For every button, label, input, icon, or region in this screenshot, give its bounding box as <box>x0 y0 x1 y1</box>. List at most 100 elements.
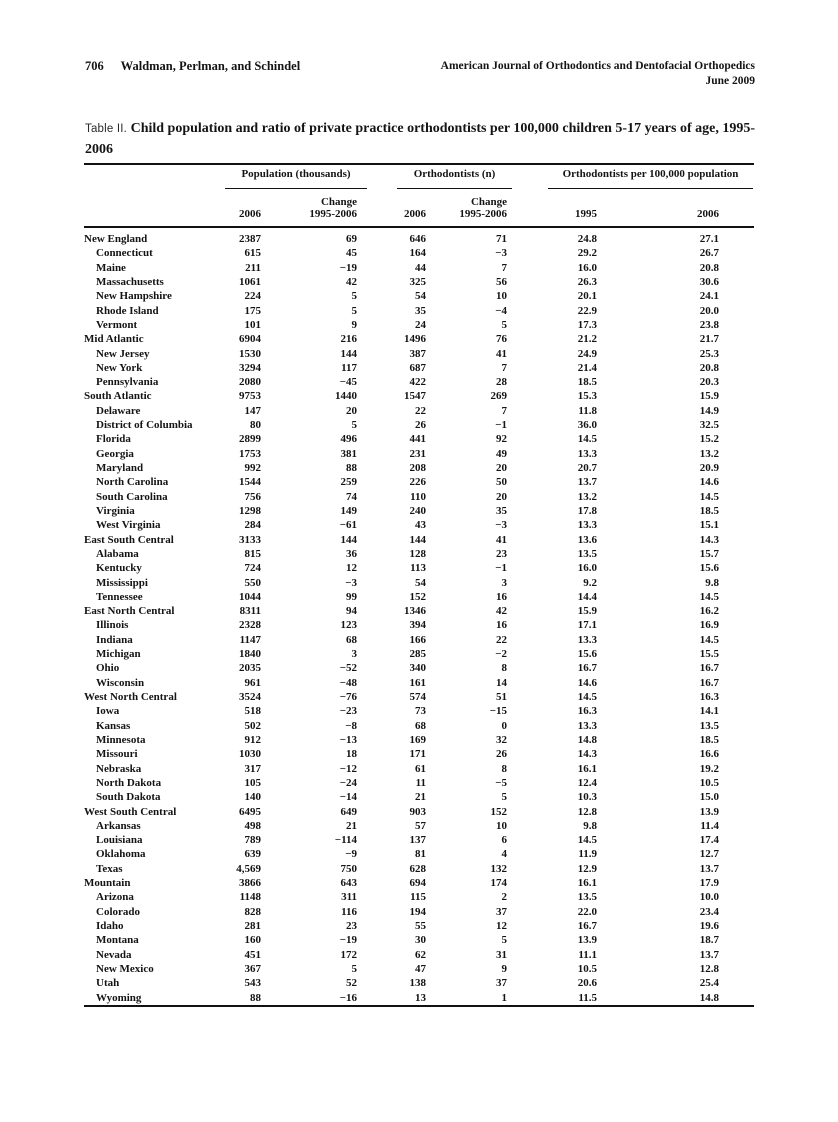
cell: 14.5 <box>699 633 719 646</box>
cell: 13.7 <box>577 476 597 489</box>
row-label: Mid Atlantic <box>84 333 144 346</box>
cell: 15.2 <box>699 433 719 446</box>
cell: 15.1 <box>699 519 719 532</box>
cell: 15.0 <box>699 791 719 804</box>
table-row: Minnesota 912 −13 169 32 14.8 18.5 <box>84 733 754 747</box>
cell: 172 <box>340 948 358 961</box>
cell: 16.3 <box>699 691 719 703</box>
row-label: Kentucky <box>96 562 142 575</box>
cell: 211 <box>245 261 261 274</box>
cell: 2387 <box>239 233 261 245</box>
cell: 6904 <box>239 333 261 346</box>
cell: 5 <box>501 791 508 804</box>
cell: 88 <box>250 991 261 1004</box>
cell: 502 <box>244 719 262 732</box>
subheader-ortho-change: Change 1995-2006 <box>459 196 507 220</box>
row-label: Montana <box>96 934 139 947</box>
cell: 26.3 <box>577 275 597 288</box>
cell: −19 <box>339 934 357 947</box>
cell: 15.9 <box>577 605 597 618</box>
cell: 13.5 <box>577 547 597 560</box>
table-row: Kansas 502 −8 68 0 13.3 13.5 <box>84 719 754 733</box>
cell: 61 <box>415 762 426 775</box>
cell: 16 <box>496 619 507 632</box>
cell: 19.6 <box>699 920 719 932</box>
cell: 35 <box>496 504 507 517</box>
cell: 8 <box>501 762 508 775</box>
cell: 2 <box>501 891 508 904</box>
cell: 42 <box>346 275 357 288</box>
cell: 14.1 <box>699 705 719 718</box>
cell: 23.4 <box>699 905 719 918</box>
cell: 3 <box>501 576 508 589</box>
cell: 68 <box>346 633 357 646</box>
cell: 4,569 <box>236 862 261 875</box>
table-row: East North Central 8311 94 1346 42 15.9 16.2 <box>84 604 754 618</box>
cell: −61 <box>339 519 357 532</box>
cell: 55 <box>415 920 426 932</box>
cell: −48 <box>339 676 357 689</box>
table-row: Tennessee 1044 99 152 16 14.4 14.5 <box>84 590 754 604</box>
cell: 15.6 <box>577 648 597 661</box>
cell: 394 <box>409 619 427 632</box>
cell: 14.3 <box>699 533 719 546</box>
cell: 1061 <box>239 275 261 288</box>
cell: 18.5 <box>699 504 719 517</box>
cell: 8311 <box>239 605 261 618</box>
row-label: New Hampshire <box>96 290 172 303</box>
cell: 31 <box>496 948 507 961</box>
table-row: Utah 543 52 138 37 20.6 25.4 <box>84 976 754 990</box>
cell: −19 <box>339 261 357 274</box>
row-label: New Jersey <box>96 347 150 360</box>
cell: 14.3 <box>577 748 597 761</box>
cell: −3 <box>495 519 507 532</box>
row-label: North Carolina <box>96 476 169 489</box>
table-row: New York 3294 117 687 7 21.4 20.8 <box>84 361 754 375</box>
cell: 2328 <box>239 619 261 632</box>
cell: 152 <box>409 590 427 603</box>
cell: 13.2 <box>577 490 597 503</box>
data-table: Population (thousands) Orthodontists (n)… <box>84 163 754 1007</box>
table-row: West Virginia 284 −61 43 −3 13.3 15.1 <box>84 518 754 532</box>
row-label: Tennessee <box>96 590 143 603</box>
cell: 828 <box>244 905 262 918</box>
cell: 16.0 <box>577 261 597 274</box>
row-label: Delaware <box>96 404 141 417</box>
cell: −45 <box>339 376 357 389</box>
subheader-pop-2006: 2006 <box>239 208 261 220</box>
cell: 94 <box>346 605 357 618</box>
cell: 20 <box>496 462 507 474</box>
cell: 14.5 <box>577 834 597 847</box>
cell: −4 <box>495 304 507 317</box>
cell: 16.9 <box>699 619 719 632</box>
cell: 9753 <box>239 390 261 403</box>
cell: 101 <box>244 318 262 331</box>
cell: 14.9 <box>699 404 719 417</box>
row-label: District of Columbia <box>96 419 193 432</box>
cell: 81 <box>415 848 426 861</box>
cell: 18 <box>346 748 357 761</box>
cell: 9 <box>351 318 358 331</box>
cell: 17.4 <box>699 834 719 847</box>
cell: 1148 <box>239 891 261 904</box>
cell: 20.0 <box>699 304 719 317</box>
cell: 639 <box>244 848 262 861</box>
table-row: New Jersey 1530 144 387 41 24.9 25.3 <box>84 347 754 361</box>
cell: 37 <box>496 905 507 918</box>
cell: 14.5 <box>699 590 719 603</box>
cell: 17.1 <box>577 619 597 632</box>
cell: 231 <box>409 447 427 460</box>
row-label: Maryland <box>96 462 144 474</box>
cell: 194 <box>409 905 427 918</box>
table-row: Massachusetts 1061 42 325 56 26.3 30.6 <box>84 275 754 289</box>
cell: 17.8 <box>577 504 597 517</box>
cell: 144 <box>409 533 427 546</box>
cell: 32.5 <box>699 419 719 432</box>
cell: −3 <box>345 576 357 589</box>
cell: 208 <box>409 462 427 474</box>
cell: 16.7 <box>577 662 597 675</box>
cell: 12 <box>346 562 357 575</box>
row-label: New York <box>96 361 143 374</box>
cell: 12 <box>496 920 507 932</box>
running-head: 706 Waldman, Perlman, and Schindel Ameri… <box>85 59 755 90</box>
